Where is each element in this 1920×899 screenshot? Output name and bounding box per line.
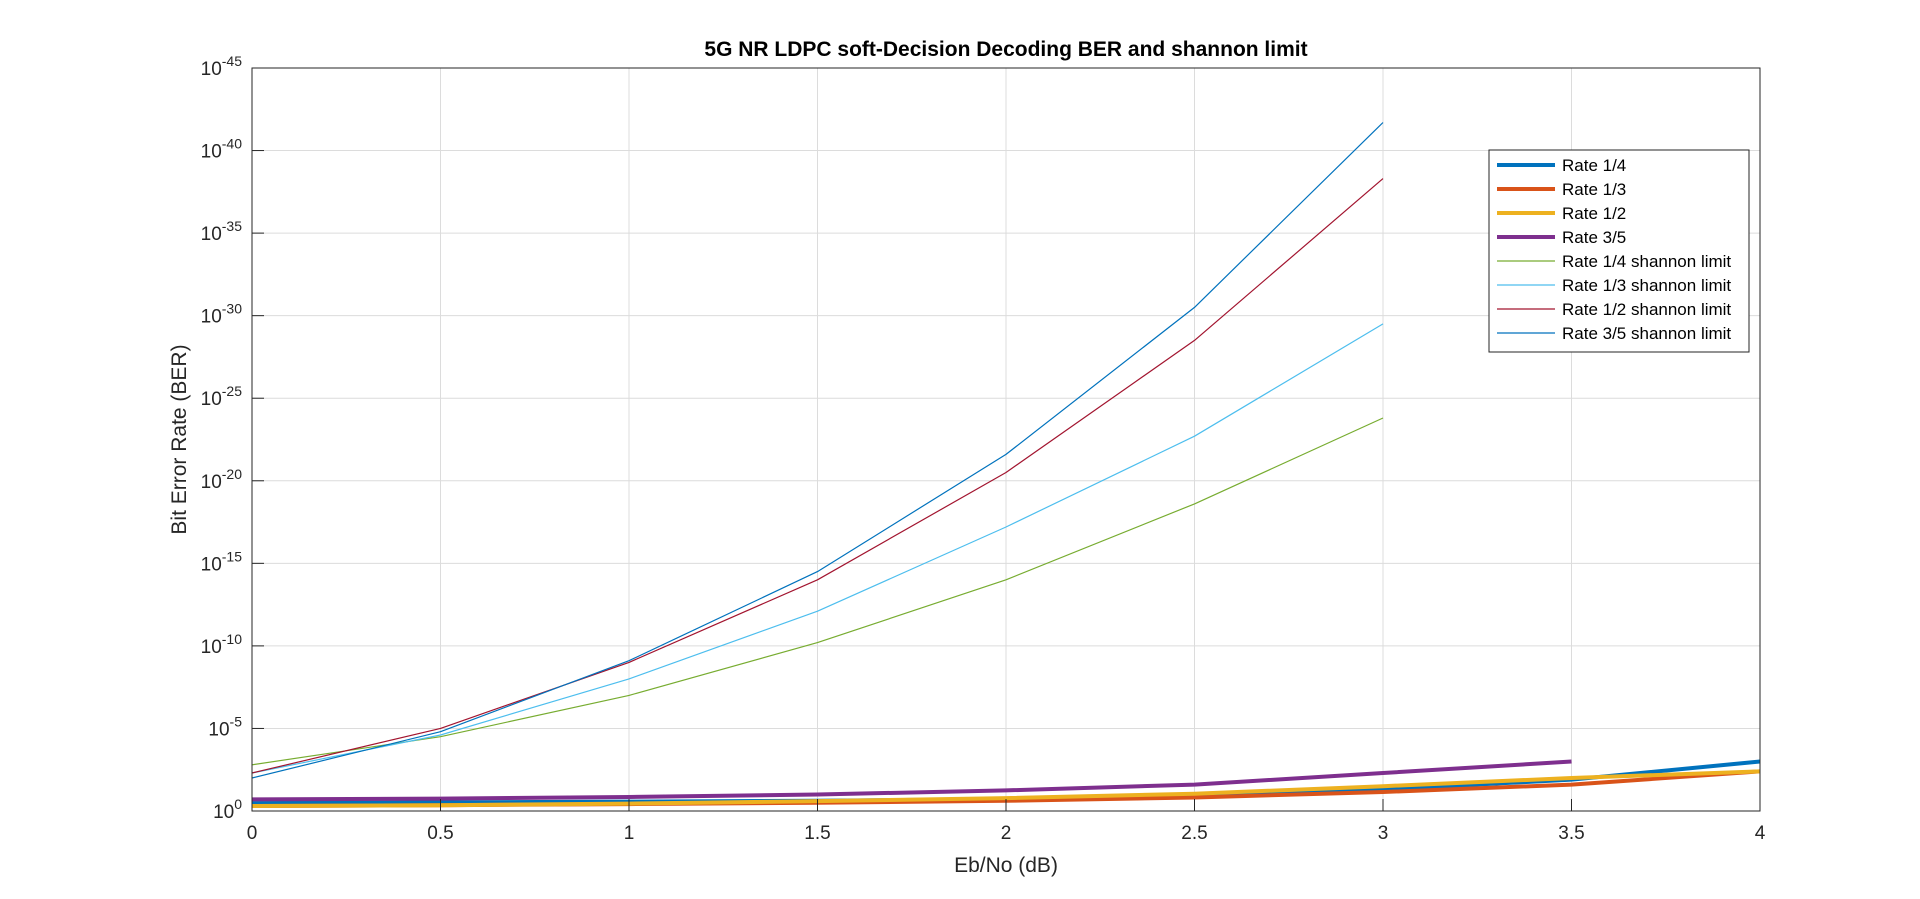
y-tick-label: 100 <box>213 796 242 823</box>
legend-entry: Rate 3/5 shannon limit <box>1562 324 1731 343</box>
legend-entry: Rate 1/3 <box>1562 180 1626 199</box>
x-tick-labels: 0 0.5 1 1.5 2 2.5 3 3.5 4 <box>247 823 1766 844</box>
series-line-rate-3-5-shannon-limit <box>251 122 1384 779</box>
series-line-rate-3-5 <box>251 759 1572 802</box>
x-axis-label: Eb/No (dB) <box>954 854 1058 877</box>
legend: Rate 1/4 Rate 1/3 Rate 1/2 Rate 3/5 Rate 1/4… <box>1488 149 1750 353</box>
x-tick-label: 3.5 <box>1558 823 1584 844</box>
x-tick-label: 1 <box>624 823 635 844</box>
y-tick-label: 10-35 <box>201 218 243 245</box>
legend-entry: Rate 1/3 shannon limit <box>1562 276 1731 295</box>
chart-title: 5G NR LDPC soft-Decision Decoding BER an… <box>704 38 1307 61</box>
y-tick-label: 10-45 <box>201 53 243 80</box>
legend-entry: Rate 1/2 <box>1562 204 1626 223</box>
series-line-rate-1-2-shannon-limit <box>251 178 1384 774</box>
x-tick-label: 3 <box>1378 823 1389 844</box>
x-tick-label: 2.5 <box>1181 823 1207 844</box>
series-line-rate-1-4-shannon-limit <box>251 417 1384 766</box>
y-tick-label: 10-5 <box>208 713 242 740</box>
series-line-rate-1-3-shannon-limit <box>251 323 1384 774</box>
y-tick-label: 10-30 <box>201 301 243 328</box>
x-tick-label: 1.5 <box>804 823 830 844</box>
legend-entry: Rate 1/4 shannon limit <box>1562 252 1731 271</box>
y-tick-label: 10-40 <box>201 136 243 163</box>
legend-box <box>1488 149 1750 353</box>
y-axis-label: Bit Error Rate (BER) <box>168 344 191 534</box>
x-tick-label: 0 <box>247 823 258 844</box>
x-tick-label: 0.5 <box>427 823 453 844</box>
x-tick-label: 2 <box>1001 823 1012 844</box>
y-tick-labels: 100 10-5 10-10 10-15 10-20 10-25 10-30 10-35 10-… <box>201 53 243 823</box>
y-tick-label: 10-15 <box>201 548 243 575</box>
y-tick-label: 10-25 <box>201 383 243 410</box>
y-tick-label: 10-20 <box>201 466 243 493</box>
series-line-rate-1-2 <box>251 769 1761 808</box>
legend-entry: Rate 3/5 <box>1562 228 1626 247</box>
x-tick-label: 4 <box>1755 823 1766 844</box>
y-tick-label: 10-10 <box>201 631 243 658</box>
legend-entry: Rate 1/2 shannon limit <box>1562 300 1731 319</box>
legend-entry: Rate 1/4 <box>1562 156 1626 175</box>
tick-marks <box>251 67 1761 812</box>
